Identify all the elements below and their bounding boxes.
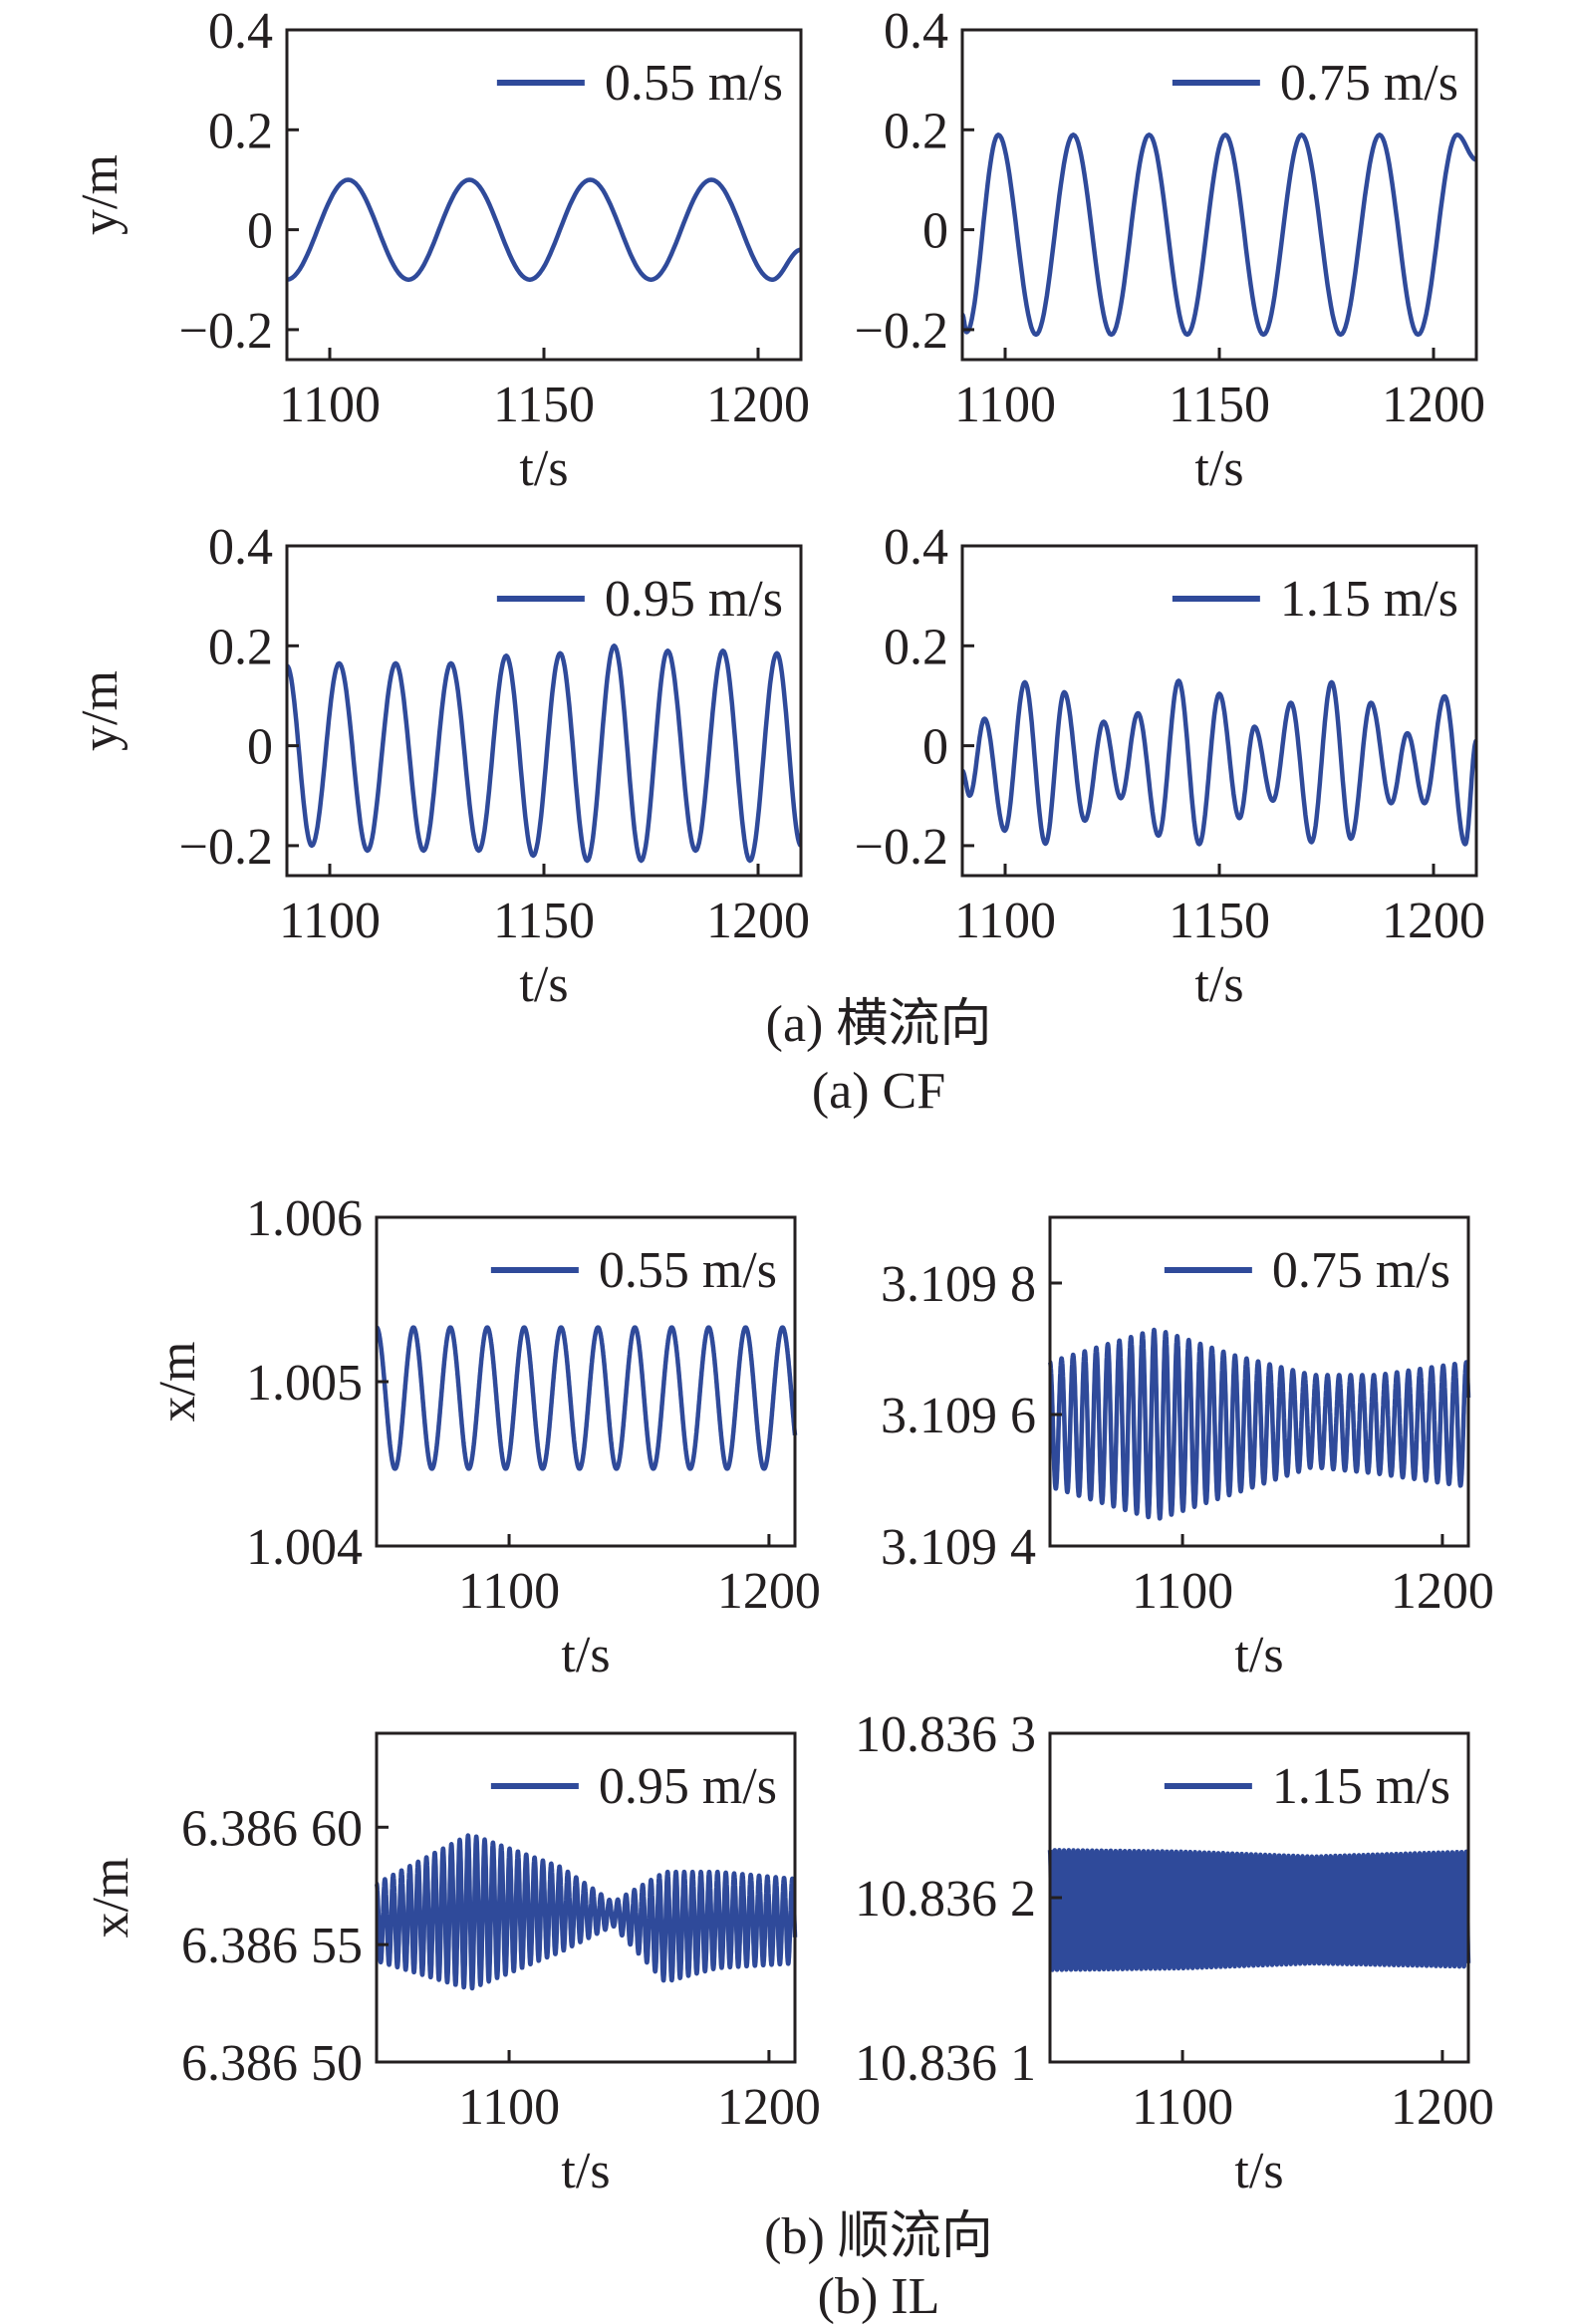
y-axis-label: x/m	[149, 1342, 206, 1422]
series-line	[286, 177, 803, 283]
y-tick-label: 0.2	[884, 619, 948, 675]
x-tick-label: 1200	[1382, 893, 1485, 949]
caption-a-en: (a) CF	[812, 1063, 945, 1120]
x-axis-label: t/s	[519, 440, 568, 497]
y-tick-label: −0.2	[179, 303, 273, 360]
y-tick-label: −0.2	[855, 303, 948, 360]
y-tick-label: 1.005	[246, 1355, 363, 1412]
x-tick-label: 1100	[1132, 1563, 1233, 1620]
legend-label: 0.75 m/s	[1280, 55, 1458, 112]
chart-b3: 6.386 60 6.386 55 6.386 50 1100 1200 t/s x/m 0.…	[83, 1731, 821, 2199]
y-tick-label: 0.4	[208, 519, 273, 576]
y-tick-label: 0.4	[884, 519, 948, 576]
x-tick-label: 1200	[717, 2079, 821, 2136]
caption-b-cn: (b) 顺流向	[764, 2208, 993, 2265]
y-tick-label: 0	[247, 203, 273, 260]
legend-label: 1.15 m/s	[1272, 1758, 1450, 1815]
y-tick-label: 3.109 8	[881, 1256, 1036, 1313]
x-tick-label: 1150	[493, 377, 595, 433]
y-tick-label: 1.004	[246, 1519, 363, 1576]
y-tick-label: −0.2	[855, 819, 948, 876]
y-tick-label: 0	[922, 719, 948, 776]
x-axis-label: t/s	[1194, 956, 1243, 1013]
legend-label: 0.95 m/s	[605, 571, 783, 628]
caption-a-cn: (a) 横流向	[766, 996, 992, 1053]
y-tick-label: 10.836 2	[855, 1871, 1036, 1928]
x-tick-label: 1150	[493, 893, 595, 949]
y-tick-label: −0.2	[179, 819, 273, 876]
x-tick-label: 1150	[1169, 377, 1270, 433]
series-line	[960, 678, 1478, 847]
legend-label: 1.15 m/s	[1280, 571, 1458, 628]
y-tick-label: 0.2	[208, 103, 273, 159]
plot-frame	[375, 1731, 797, 2064]
y-tick-label: 0.2	[884, 103, 948, 159]
y-tick-label: 6.386 50	[181, 2035, 363, 2092]
y-tick-label: 6.386 60	[181, 1800, 363, 1857]
y-tick-label: 1.006	[246, 1190, 363, 1247]
y-tick-label: 0	[922, 203, 948, 260]
y-axis-label: y/m	[72, 670, 129, 751]
chart-b2: 3.109 8 3.109 6 3.109 4 1100 1200 t/s 0.75 m/s	[881, 1215, 1494, 1683]
chart-b1: 1.006 1.005 1.004 1100 1200 t/s x/m 0.55 m/s	[149, 1190, 821, 1683]
x-tick-label: 1200	[706, 893, 810, 949]
y-tick-label: 6.386 55	[181, 1918, 363, 1974]
x-tick-label: 1150	[1169, 893, 1270, 949]
caption-b-en: (b) IL	[818, 2268, 940, 2324]
x-axis-label: t/s	[561, 2143, 610, 2199]
x-tick-label: 1200	[717, 1563, 821, 1620]
y-tick-label: 0	[247, 719, 273, 776]
x-tick-label: 1100	[1132, 2079, 1233, 2136]
legend-label: 0.55 m/s	[605, 55, 783, 112]
x-tick-label: 1100	[954, 377, 1056, 433]
series-line	[285, 644, 803, 864]
series-line	[374, 1833, 798, 1991]
y-axis-label: y/m	[72, 154, 129, 235]
x-axis-label: t/s	[1234, 1627, 1283, 1683]
series-line	[1047, 1848, 1471, 1972]
y-tick-label: 3.109 4	[881, 1519, 1036, 1576]
y-tick-label: 0.2	[208, 619, 273, 675]
x-tick-label: 1100	[458, 2079, 560, 2136]
y-tick-label: 10.836 1	[855, 2035, 1036, 2092]
y-tick-label: 0.4	[208, 3, 273, 60]
legend-label: 0.55 m/s	[599, 1242, 777, 1299]
series-line	[959, 132, 1478, 338]
x-tick-label: 1100	[279, 377, 381, 433]
x-axis-label: t/s	[519, 956, 568, 1013]
series-line	[1047, 1327, 1471, 1521]
y-tick-label: 10.836 3	[855, 1706, 1036, 1763]
plot-frame	[1048, 1215, 1470, 1548]
y-tick-label: 0.4	[884, 3, 948, 60]
x-tick-label: 1200	[706, 377, 810, 433]
chart-b4: 10.836 3 10.836 2 10.836 1 1100 1200 t/s 1.15 …	[855, 1706, 1494, 2199]
x-tick-label: 1100	[279, 893, 381, 949]
x-tick-label: 1200	[1382, 377, 1485, 433]
legend-label: 0.95 m/s	[599, 1758, 777, 1815]
series-line	[374, 1325, 798, 1471]
x-tick-label: 1200	[1391, 2079, 1494, 2136]
x-tick-label: 1100	[954, 893, 1056, 949]
x-axis-label: t/s	[561, 1627, 610, 1683]
y-axis-label: x/m	[83, 1858, 139, 1938]
legend-label: 0.75 m/s	[1272, 1242, 1450, 1299]
x-tick-label: 1200	[1391, 1563, 1494, 1620]
y-tick-label: 3.109 6	[881, 1388, 1036, 1444]
x-axis-label: t/s	[1234, 2143, 1283, 2199]
x-tick-label: 1100	[458, 1563, 560, 1620]
x-axis-label: t/s	[1194, 440, 1243, 497]
